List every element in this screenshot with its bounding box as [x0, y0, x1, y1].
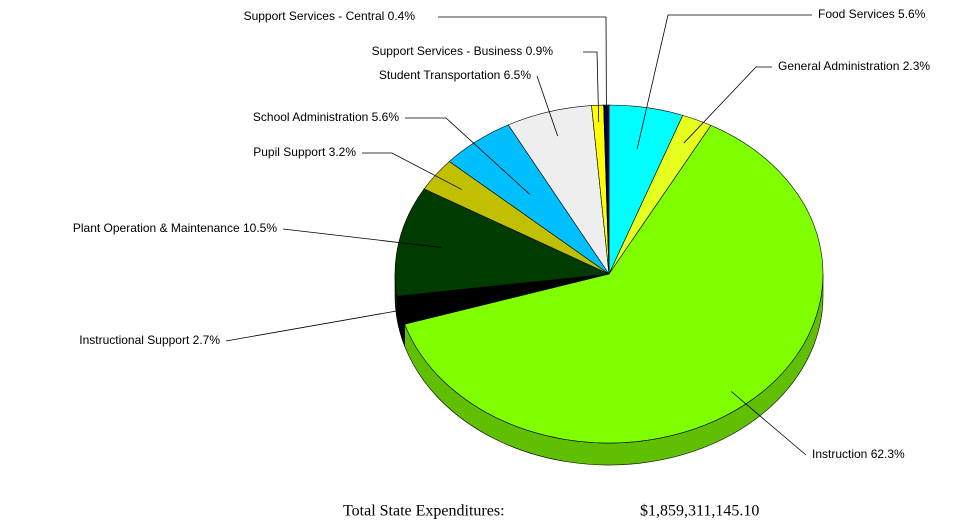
slice: [404, 125, 824, 444]
leader-line: [225, 302, 442, 342]
category-name: Instruction: [812, 447, 867, 461]
category-name: School Administration: [253, 110, 368, 124]
category-name: Plant Operation & Maintenance: [73, 221, 240, 235]
value-label: 0.4%: [388, 9, 416, 23]
leader-line: [536, 75, 559, 137]
category-name: Support Services - Business: [372, 44, 523, 58]
slice-label: Student Transportation 6.5%: [379, 68, 531, 82]
value-label: 5.6%: [372, 110, 400, 124]
value-label: 0.9%: [526, 44, 554, 58]
slice-label: Instruction 62.3%: [812, 447, 905, 461]
slice-label: General Administration 2.3%: [778, 59, 930, 73]
category-name: General Administration: [778, 59, 899, 73]
leader-line: [438, 16, 607, 114]
slice-label: Plant Operation & Maintenance 10.5%: [73, 221, 277, 235]
footer-value: $1,859,311,145.10: [640, 503, 759, 520]
slice-label: School Administration 5.6%: [253, 110, 399, 124]
slice-label: Instructional Support 2.7%: [79, 333, 220, 347]
category-name: Student Transportation: [379, 68, 500, 82]
footer-label: Total State Expenditures:: [343, 503, 505, 520]
value-label: 10.5%: [243, 221, 277, 235]
leader-line: [636, 14, 812, 150]
leader-line: [405, 117, 530, 195]
value-label: 2.7%: [193, 333, 221, 347]
value-label: 3.2%: [329, 145, 357, 159]
leader-line: [583, 51, 600, 123]
value-label: 5.6%: [898, 7, 926, 21]
leader-line: [282, 228, 442, 248]
value-label: 6.5%: [504, 68, 532, 82]
slice-label: Food Services 5.6%: [818, 7, 926, 21]
category-name: Support Services - Central: [244, 9, 385, 23]
slice: [394, 188, 611, 297]
slice-label: Support Services - Business 0.9%: [372, 44, 554, 58]
leader-line: [683, 66, 772, 144]
slice-label: Support Services - Central 0.4%: [244, 9, 416, 23]
category-name: Pupil Support: [253, 145, 326, 159]
slice-label: Pupil Support 3.2%: [253, 145, 356, 159]
category-name: Instructional Support: [79, 333, 190, 347]
value-label: 2.3%: [903, 59, 931, 73]
value-label: 62.3%: [871, 447, 905, 461]
leader-line: [362, 152, 463, 190]
leader-line: [731, 391, 807, 456]
category-name: Food Services: [818, 7, 895, 21]
